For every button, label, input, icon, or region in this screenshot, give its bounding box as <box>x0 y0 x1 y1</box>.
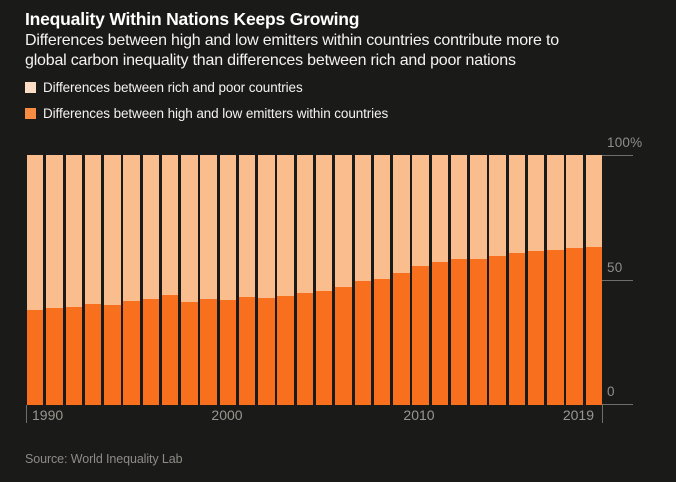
bar-2004 <box>296 155 314 405</box>
bar-segment-within-2002 <box>258 297 275 405</box>
legend-item-within-countries: Differences between high and low emitter… <box>25 105 389 121</box>
bar-2011 <box>431 155 449 405</box>
bar-segment-within-2010 <box>412 266 429 405</box>
bar-2002 <box>258 155 275 405</box>
y-tick-line-50 <box>602 280 633 281</box>
bar-segment-within-2012 <box>450 259 468 405</box>
bar-segment-within-1994 <box>104 304 121 405</box>
bar-1997 <box>161 155 179 405</box>
bar-1991 <box>46 155 63 405</box>
legend-swatch-within-countries-icon <box>25 107 36 119</box>
page-title: Inequality Within Nations Keeps Growing <box>25 9 360 29</box>
subtitle-line-1: Differences between high and low emitter… <box>25 32 559 49</box>
y-tick-line-0 <box>602 404 633 405</box>
bar-segment-within-1991 <box>46 307 63 405</box>
legend-label: Differences between high and low emitter… <box>43 105 389 121</box>
bar-segment-within-2019 <box>585 246 603 405</box>
y-axis-label-0: 0 <box>607 384 615 399</box>
bar-segment-within-2005 <box>315 291 333 405</box>
source-credit: Source: World Inequality Lab <box>25 452 183 466</box>
subtitle-line-2: global carbon inequality than difference… <box>25 52 516 69</box>
bar-2018 <box>566 155 583 405</box>
bar-segment-within-2008 <box>373 279 391 405</box>
bar-segment-within-2014 <box>489 256 506 405</box>
legend-swatch-rich-poor-icon <box>25 81 36 93</box>
bar-2015 <box>508 155 526 405</box>
bar-2008 <box>373 155 391 405</box>
bar-segment-within-1992 <box>65 307 82 405</box>
bar-1995 <box>123 155 140 405</box>
bar-segment-within-1995 <box>123 301 140 405</box>
bar-segment-within-1997 <box>161 295 179 405</box>
bar-1992 <box>65 155 82 405</box>
bar-2019 <box>585 155 603 405</box>
bar-segment-within-1993 <box>84 304 102 405</box>
bar-2000 <box>219 155 237 405</box>
bar-2003 <box>277 155 294 405</box>
bar-2017 <box>547 155 564 405</box>
bar-segment-within-2000 <box>219 299 237 405</box>
bar-segment-within-2011 <box>431 261 449 405</box>
bar-2013 <box>470 155 487 405</box>
bar-segment-within-1990 <box>27 310 44 405</box>
bar-1996 <box>142 155 160 405</box>
bar-segment-within-1998 <box>181 301 198 405</box>
bar-segment-within-2015 <box>508 252 526 405</box>
legend-label: Differences between rich and poor countr… <box>43 79 303 95</box>
bar-2010 <box>412 155 429 405</box>
legend-item-rich-poor-countries: Differences between rich and poor countr… <box>25 79 303 95</box>
bar-segment-within-1999 <box>200 299 217 405</box>
bar-1994 <box>104 155 121 405</box>
x-axis-label-2019: 2019 <box>562 407 594 423</box>
bar-1998 <box>181 155 198 405</box>
x-tick-line-1990 <box>26 405 27 423</box>
y-axis-label-100: 100% <box>607 135 643 150</box>
bar-segment-within-1996 <box>142 299 160 405</box>
bar-1999 <box>200 155 217 405</box>
y-tick-line-100 <box>602 155 633 156</box>
bar-2014 <box>489 155 506 405</box>
bar-2001 <box>238 155 256 405</box>
bar-2005 <box>315 155 333 405</box>
bar-segment-within-2017 <box>547 250 564 405</box>
y-axis-label-50: 50 <box>607 260 623 275</box>
x-tick-line-2019 <box>602 404 603 423</box>
bar-segment-within-2004 <box>296 293 314 405</box>
bar-2006 <box>335 155 352 405</box>
bar-segment-within-2016 <box>527 251 545 405</box>
bar-segment-within-2001 <box>238 297 256 405</box>
bar-segment-within-2006 <box>335 286 352 405</box>
bar-2012 <box>450 155 468 405</box>
bar-1990 <box>27 155 44 405</box>
bar-1993 <box>84 155 102 405</box>
plot-area <box>27 155 603 405</box>
bar-2009 <box>393 155 410 405</box>
bar-2016 <box>527 155 545 405</box>
bar-segment-within-2003 <box>277 296 294 405</box>
x-axis-label-2000: 2000 <box>211 407 243 423</box>
bar-segment-within-2007 <box>354 281 371 405</box>
bar-segment-within-2009 <box>393 272 410 405</box>
bar-segment-within-2013 <box>470 259 487 405</box>
x-axis-label-2010: 2010 <box>403 407 435 423</box>
x-axis-label-1990: 1990 <box>32 407 64 423</box>
bar-segment-within-2018 <box>566 248 583 405</box>
bar-2007 <box>354 155 371 405</box>
